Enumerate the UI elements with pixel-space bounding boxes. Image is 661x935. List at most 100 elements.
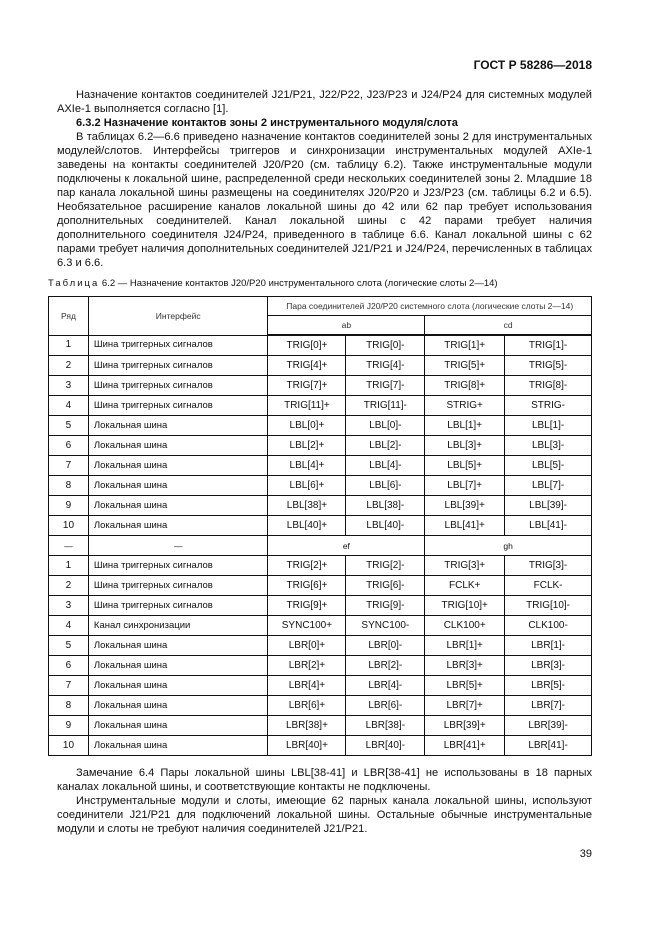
header-group: Пара соединителей J20/P20 системного сло… [267, 296, 592, 316]
table-row: 1 Шина триггерных сигналов TRIG[2]+ TRIG[2]… [48, 555, 592, 576]
table-cell: TRIG[6]+ [267, 575, 347, 596]
table-cell: 4 [48, 395, 89, 416]
table-cell: SYNC100- [345, 615, 426, 636]
table-row: 4 Шина триггерных сигналов TRIG[11]+ TRIG[1… [48, 395, 592, 416]
table-cell: LBR[40]- [345, 735, 426, 756]
table-cell: Шина триггерных сигналов [87, 575, 269, 596]
table-cell: TRIG[5]- [504, 355, 592, 376]
table-row: 5 Локальная шина LBR[0]+ LBR[0]- LBR[1]+ LBR[… [48, 635, 592, 656]
table-cell: LBL[41]- [504, 515, 592, 536]
table-cell: TRIG[4]- [345, 355, 426, 376]
table-cell: LBR[5]- [504, 675, 592, 696]
table-cell: Локальная шина [87, 475, 269, 496]
table-cell: STRIG+ [424, 395, 506, 416]
table-row: 10 Локальная шина LBL[40]+ LBL[40]- LBL[41]+… [48, 515, 592, 536]
table-cell: TRIG[7]+ [267, 375, 347, 396]
table-cell: LBR[2]+ [267, 655, 347, 676]
table-cell: Шина триггерных сигналов [87, 334, 269, 356]
table-cell: CLK100- [504, 615, 592, 636]
caption-label: Таблица [48, 278, 100, 289]
table-cell: LBL[6]+ [267, 475, 347, 496]
table-cell: Локальная шина [87, 515, 269, 536]
table-cell: Локальная шина [87, 655, 269, 676]
table-cell: 8 [48, 475, 89, 496]
table-cell: LBL[2]+ [267, 435, 347, 456]
table-cell: TRIG[10]+ [424, 595, 506, 616]
table-caption: Таблица 6.2 — Назначение контактов J20/P… [48, 278, 592, 290]
table-cell: LBR[2]- [345, 655, 426, 676]
table-cell: Шина триггерных сигналов [87, 395, 269, 416]
table-cell: LBL[41]+ [424, 515, 506, 536]
table-row: 2 Шина триггерных сигналов TRIG[6]+ TRIG[6]… [48, 575, 592, 596]
table-cell: LBR[5]+ [424, 675, 506, 696]
header-row: Ряд [48, 296, 89, 336]
table-cell: TRIG[0]+ [267, 334, 347, 356]
separator-cell: gh [424, 535, 592, 556]
table-cell: Локальная шина [87, 715, 269, 736]
table-cell: Локальная шина [87, 635, 269, 656]
table-row: 7 Локальная шина LBL[4]+ LBL[4]- LBL[5]+ LBL[… [48, 455, 592, 476]
table-cell: TRIG[1]- [504, 334, 592, 356]
header-interface: Интерфейс [87, 296, 269, 336]
table-cell: TRIG[6]- [345, 575, 426, 596]
table-cell: Шина триггерных сигналов [87, 375, 269, 396]
table-cell: Локальная шина [87, 415, 269, 436]
intro-paragraph: Назначение контактов соединителей J21/P2… [57, 89, 592, 115]
table-cell: 8 [48, 695, 89, 716]
table-row: 6 Локальная шина LBR[2]+ LBR[2]- LBR[3]+ LBR[… [48, 655, 592, 676]
table-cell: 7 [48, 675, 89, 696]
table-cell: 10 [48, 735, 89, 756]
caption-text: 6.2 — Назначение контактов J20/P20 инстр… [101, 278, 498, 289]
page-number: 39 [579, 848, 592, 860]
table-cell: FCLK+ [424, 575, 506, 596]
table-cell: TRIG[8]- [504, 375, 592, 396]
table-cell: 4 [48, 615, 89, 636]
table-cell: LBR[1]+ [424, 635, 506, 656]
table-cell: TRIG[9]- [345, 595, 426, 616]
standard-header: ГОСТ Р 58286—2018 [473, 58, 592, 72]
table-cell: LBR[0]+ [267, 635, 347, 656]
table-cell: LBL[1]+ [424, 415, 506, 436]
table-row: 3 Шина триггерных сигналов TRIG[9]+ TRIG[9]… [48, 595, 592, 616]
table-cell: LBL[5]- [504, 455, 592, 476]
table-cell: TRIG[2]- [345, 555, 426, 576]
table-cell: LBL[4]- [345, 455, 426, 476]
table-cell: 2 [48, 355, 89, 376]
table-cell: 7 [48, 455, 89, 476]
table-cell: LBR[40]+ [267, 735, 347, 756]
table-cell: Локальная шина [87, 695, 269, 716]
table-cell: 10 [48, 515, 89, 536]
table-cell: LBL[39]- [504, 495, 592, 516]
table-cell: LBR[3]+ [424, 655, 506, 676]
table-cell: TRIG[1]+ [424, 334, 506, 356]
table-row: 8 Локальная шина LBL[6]+ LBL[6]- LBL[7]+ LBL[… [48, 475, 592, 496]
table-cell: LBL[3]+ [424, 435, 506, 456]
table-cell: TRIG[0]- [345, 334, 426, 356]
table-cell: Локальная шина [87, 675, 269, 696]
table-cell: LBL[2]- [345, 435, 426, 456]
table-cell: 3 [48, 375, 89, 396]
table-cell: 9 [48, 715, 89, 736]
table-cell: Локальная шина [87, 435, 269, 456]
table-cell: LBR[39]+ [424, 715, 506, 736]
table-cell: LBR[6]- [345, 695, 426, 716]
table-cell: 6 [48, 435, 89, 456]
table-cell: 9 [48, 495, 89, 516]
table-cell: Шина триггерных сигналов [87, 555, 269, 576]
table-cell: TRIG[7]- [345, 375, 426, 396]
table-cell: LBR[3]- [504, 655, 592, 676]
table-row: 2 Шина триггерных сигналов TRIG[4]+ TRIG[4]… [48, 355, 592, 376]
notes: Замечание 6.4 Пары локальной шины LBL[38… [57, 766, 592, 836]
table-cell: TRIG[10]- [504, 595, 592, 616]
table-cell: TRIG[11]- [345, 395, 426, 416]
table-cell: LBR[38]+ [267, 715, 347, 736]
table-cell: 5 [48, 635, 89, 656]
separator-cell: ef [267, 535, 426, 556]
table-cell: TRIG[2]+ [267, 555, 347, 576]
table-cell: CLK100+ [424, 615, 506, 636]
table-cell: LBL[0]+ [267, 415, 347, 436]
table-row: 8 Локальная шина LBR[6]+ LBR[6]- LBR[7]+ LBR[… [48, 695, 592, 716]
table-cell: TRIG[3]+ [424, 555, 506, 576]
table-row: 10 Локальная шина LBR[40]+ LBR[40]- LBR[41]+… [48, 735, 592, 756]
